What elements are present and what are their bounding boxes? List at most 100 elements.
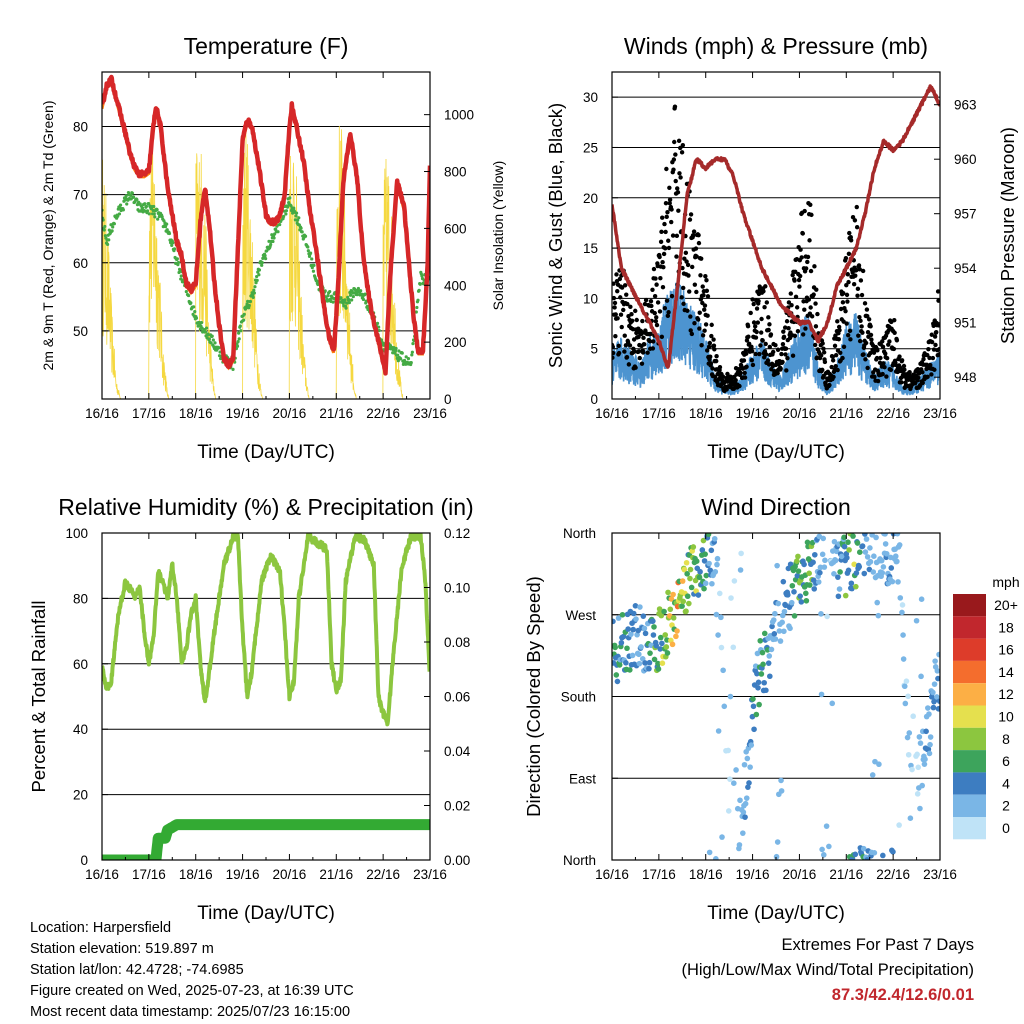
legend-swatch (953, 705, 986, 728)
gust-point (624, 292, 629, 297)
direction-point (616, 662, 623, 668)
gust-point (797, 284, 802, 289)
gust-point (671, 167, 676, 172)
direction-point (738, 550, 744, 557)
direction-point (774, 562, 780, 569)
direction-point (743, 795, 750, 801)
dewpoint-point (306, 249, 310, 253)
gust-point (680, 143, 686, 148)
dewpoint-point (375, 321, 380, 325)
direction-point (846, 547, 852, 553)
direction-point (688, 584, 695, 591)
dewpoint-point (350, 298, 354, 302)
direction-point (864, 554, 871, 560)
dewpoint-point (394, 346, 398, 351)
gust-point (814, 287, 819, 292)
direction-point (794, 572, 801, 579)
gust-point (789, 302, 794, 308)
y-tick-label: 15 (583, 241, 598, 256)
direction-point (845, 539, 851, 546)
gust-point (805, 254, 811, 260)
dewpoint-point (237, 331, 241, 335)
y-right-tick-label: 954 (954, 261, 977, 276)
gust-point (748, 310, 753, 316)
dewpoint-point (410, 353, 414, 357)
dewpoint-point (103, 234, 107, 238)
gust-point (884, 355, 890, 361)
gust-point (800, 231, 806, 236)
direction-point (632, 603, 639, 609)
gust-point (642, 301, 648, 307)
dewpoint-point (194, 316, 199, 320)
extremes-title: Extremes For Past 7 Days (781, 936, 974, 954)
direction-point (932, 658, 938, 664)
legend-label: 4 (1002, 775, 1010, 791)
gust-point (841, 344, 847, 349)
gust-point (669, 207, 674, 212)
gust-point (859, 292, 865, 298)
gust-point (868, 351, 873, 356)
direction-point (820, 535, 827, 542)
gust-point (613, 333, 618, 339)
gust-point (640, 350, 646, 355)
dewpoint-point (111, 225, 115, 229)
gust-point (763, 284, 768, 289)
direction-point (791, 589, 797, 595)
gust-point (857, 314, 862, 320)
dewpoint-point (363, 292, 367, 296)
direction-point (822, 557, 828, 564)
direction-point (878, 557, 885, 564)
direction-point (890, 849, 896, 855)
gust-point (698, 273, 703, 278)
direction-point (791, 613, 798, 619)
x-tick-label: 17/16 (132, 867, 166, 882)
dewpoint-point (145, 209, 150, 213)
dewpoint-point (207, 337, 211, 341)
gust-point (802, 208, 807, 214)
gust-point (678, 175, 683, 180)
direction-point (829, 700, 836, 707)
direction-point (882, 541, 889, 547)
direction-point (751, 726, 757, 733)
direction-point (708, 547, 715, 554)
gust-point (612, 355, 615, 360)
gust-point (829, 364, 834, 370)
direction-point (662, 632, 669, 638)
direction-point (801, 561, 807, 568)
gust-point (843, 255, 849, 261)
x-tick-label: 18/16 (689, 867, 723, 882)
y-tick-label: 100 (65, 526, 88, 541)
gust-point (705, 313, 710, 318)
x-tick-label: 20/16 (783, 406, 817, 421)
dewpoint-point (147, 212, 151, 216)
gust-point (790, 353, 796, 358)
dewpoint-point (175, 257, 179, 261)
direction-point (747, 764, 753, 770)
created-text: Figure created on Wed, 2025-07-23, at 16… (30, 983, 354, 999)
x-tick-label: 22/16 (876, 867, 910, 882)
gust-point (930, 355, 936, 361)
dewpoint-point (172, 247, 177, 251)
gust-point (915, 367, 921, 372)
gust-point (654, 282, 659, 287)
x-tick-label: 22/16 (366, 867, 400, 882)
extremes-subtitle: (High/Low/Max Wind/Total Precipitation) (681, 961, 974, 979)
direction-point (785, 592, 791, 598)
dewpoint-point (274, 227, 278, 231)
dewpoint-point (118, 203, 123, 207)
direction-point (693, 558, 700, 565)
gust-point (808, 305, 813, 310)
gust-point (790, 272, 795, 278)
dewpoint-point (209, 341, 213, 345)
direction-point (918, 673, 924, 680)
direction-point (776, 628, 783, 634)
gust-point (830, 358, 836, 363)
gust-point (844, 321, 849, 326)
dewpoint-point (124, 194, 128, 198)
gust-point (673, 178, 678, 184)
direction-point (875, 612, 882, 619)
gust-point (717, 365, 723, 370)
x-tick-label: 21/16 (319, 867, 353, 882)
direction-point (844, 554, 850, 561)
direction-point (795, 553, 801, 560)
